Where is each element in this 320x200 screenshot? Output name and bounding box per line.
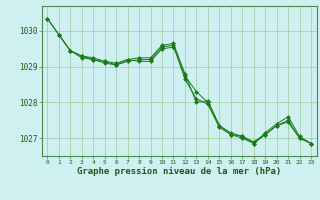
X-axis label: Graphe pression niveau de la mer (hPa): Graphe pression niveau de la mer (hPa): [77, 167, 281, 176]
